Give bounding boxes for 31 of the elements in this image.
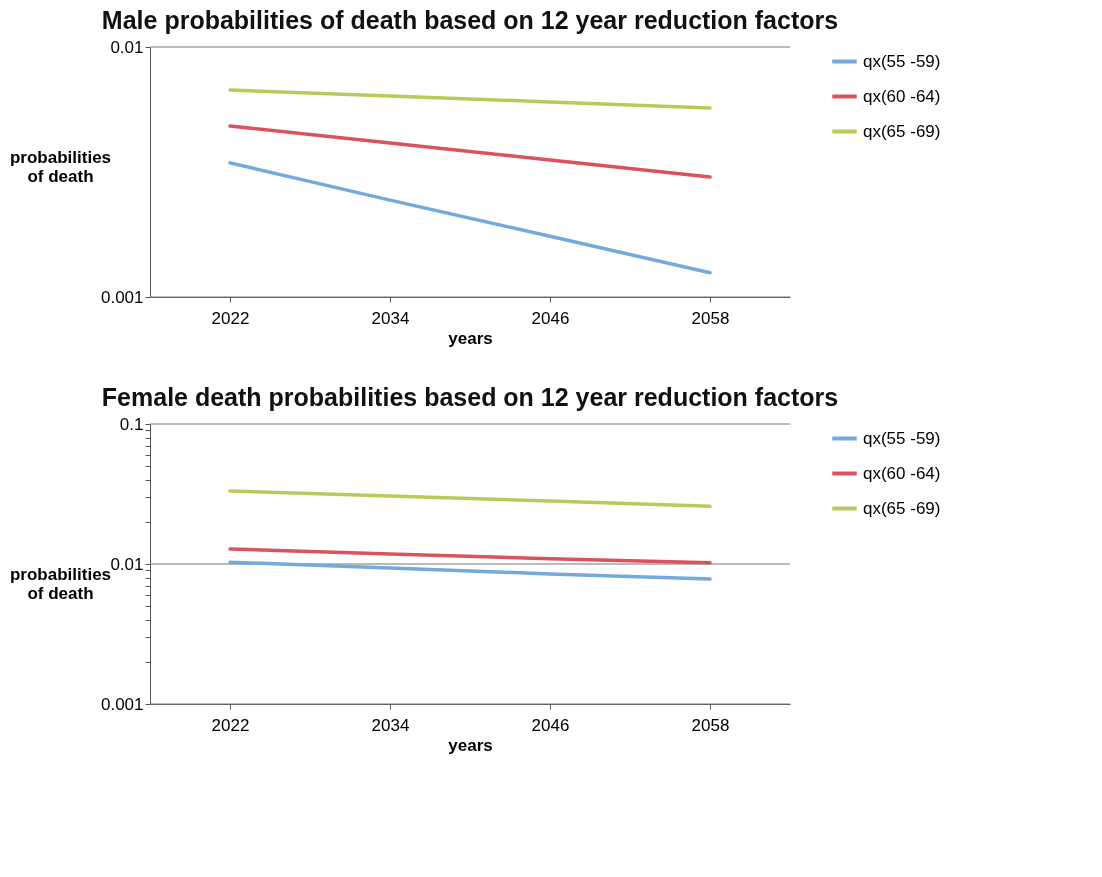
- line-series: [228, 560, 712, 581]
- legend-label: qx(55 -59): [863, 428, 941, 448]
- line-series: [228, 161, 712, 275]
- chart-title: Female death probabilities based on 12 year reduction factors: [101, 383, 839, 411]
- legend-label: qx(60 -64): [863, 86, 941, 106]
- y-tick-label: 0.001: [100, 287, 144, 307]
- y-tick-label: 0.01: [110, 554, 144, 574]
- x-axis-title: years: [448, 735, 493, 755]
- y-tick-label: 0.01: [110, 37, 144, 57]
- line-series: [228, 547, 712, 565]
- x-tick-label: 2046: [531, 308, 570, 328]
- legend-label: qx(60 -64): [863, 463, 941, 483]
- y-tick-label: 0.1: [119, 414, 144, 434]
- x-tick-label: 2022: [211, 308, 250, 328]
- chart-title: Male probabilities of death based on 12 year reduction factors: [101, 6, 839, 34]
- y-axis-title: probabilities of death: [9, 564, 112, 603]
- line-series: [228, 88, 712, 110]
- x-tick-label: 2034: [371, 715, 410, 735]
- x-tick-label: 2022: [211, 715, 250, 735]
- legend-label: qx(65 -69): [863, 498, 941, 518]
- y-tick-label: 0.001: [100, 694, 144, 714]
- legend-label: qx(65 -69): [863, 121, 941, 141]
- legend-label: qx(55 -59): [863, 51, 941, 71]
- line-series: [228, 124, 712, 179]
- x-tick-label: 2046: [531, 715, 570, 735]
- x-tick-label: 2058: [691, 715, 730, 735]
- line-series: [228, 489, 712, 508]
- x-tick-label: 2058: [691, 308, 730, 328]
- y-axis-title: probabilities of death: [9, 147, 112, 186]
- x-tick-label: 2034: [371, 308, 410, 328]
- x-axis-title: years: [448, 328, 493, 348]
